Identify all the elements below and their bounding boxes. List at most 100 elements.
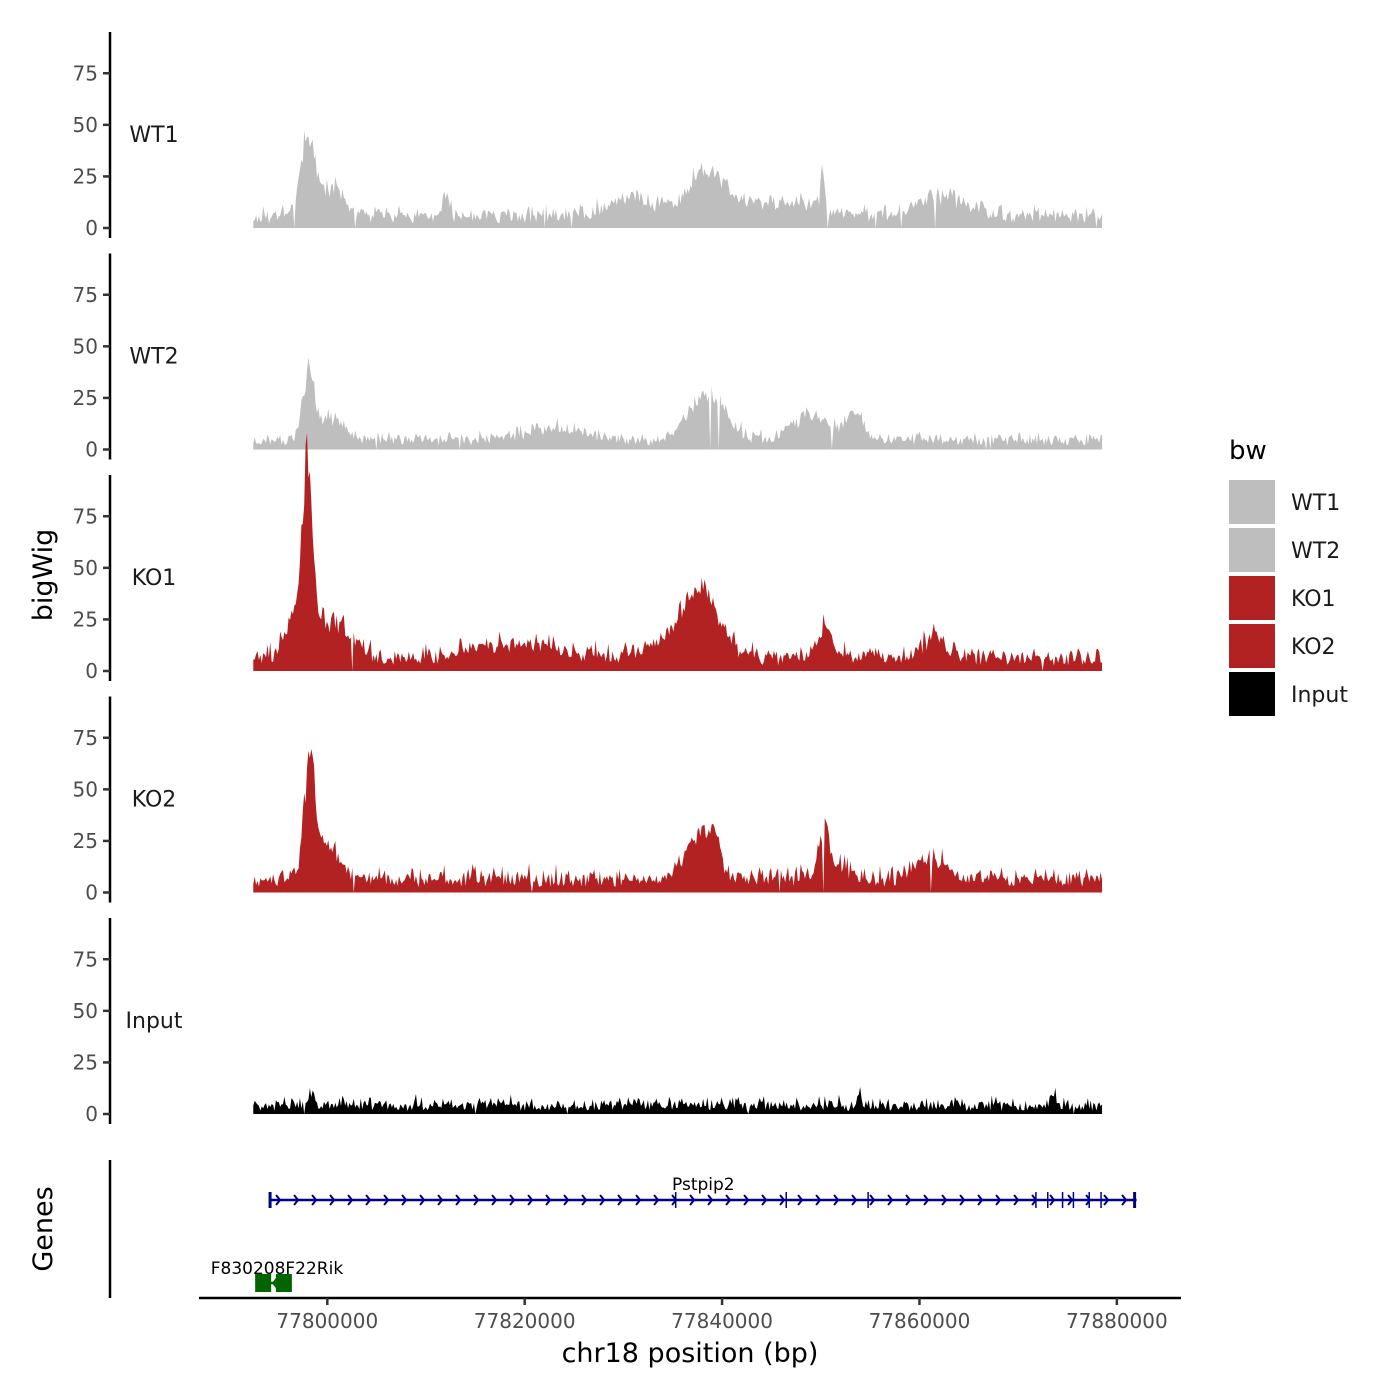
legend: bw WT1 WT2 KO1 KO2 Input [1229,436,1348,716]
strand-arrow [509,1194,516,1206]
legend-swatch [1229,528,1275,572]
strand-arrow [743,1194,750,1206]
strand-arrow [271,1277,278,1289]
legend-label: WT1 [1291,491,1340,516]
y-tick-label: 0 [85,1102,98,1126]
strand-arrow [347,1194,354,1206]
strand-arrow [941,1194,948,1206]
strand-arrow [1067,1194,1074,1206]
strand-arrow [581,1194,588,1206]
track-label: WT2 [129,345,178,370]
gene-f830208f22rik: F830208F22Rik [211,1259,344,1292]
genes-panel: Pstpip2 F830208F22Rik [108,1160,1137,1298]
strand-arrow [365,1194,372,1206]
track-panel-wt2: 0 25 50 75 WT2 [73,253,1103,462]
y-tick-label: 75 [73,726,98,750]
legend-label: KO1 [1291,587,1336,612]
y-tick-label: 25 [73,1050,98,1074]
strand-arrow [1013,1194,1020,1206]
y-tick-label: 50 [73,113,98,137]
exon-block [255,1274,272,1292]
strand-arrow [635,1194,642,1206]
signal-area-ko2 [253,748,1103,893]
legend-item-wt2: WT2 [1229,528,1340,572]
strand-arrow [1103,1194,1110,1206]
genes-axis-title: Genes [28,1186,59,1271]
strand-arrow [1049,1194,1056,1206]
x-tick-label: 77880000 [1066,1309,1168,1333]
track-label: Input [126,1009,183,1034]
y-tick-label: 0 [85,881,98,905]
strand-arrow [599,1194,606,1206]
legend-item-input: Input [1229,672,1348,716]
track-label: KO1 [132,566,177,591]
y-tick-label: 0 [85,216,98,240]
strand-arrow [707,1194,714,1206]
signal-area-wt1 [253,130,1103,228]
strand-arrow [455,1194,462,1206]
strand-arrow [977,1194,984,1206]
strand-arrow [491,1194,498,1206]
bigwig-tracks: 0 25 50 75 WT1 0 25 50 75 WT2 0 25 50 75 KO1 0 25 50 75 KO2… [73,32,1103,1126]
signal-area-ko1 [253,432,1103,671]
strand-arrow [401,1194,408,1206]
legend-items: WT1 WT2 KO1 KO2 Input [1229,480,1348,716]
strand-arrow [689,1194,696,1206]
strand-arrow [815,1194,822,1206]
y-tick-label: 0 [85,438,98,462]
strand-arrow [869,1194,876,1206]
legend-item-wt1: WT1 [1229,480,1340,524]
y-tick-label: 50 [73,334,98,358]
track-label: KO2 [132,788,177,813]
strand-arrow [293,1194,300,1206]
y-tick-label: 75 [73,947,98,971]
y-tick-label: 25 [73,164,98,188]
strand-arrow [761,1194,768,1206]
x-tick-label: 77840000 [671,1309,773,1333]
track-panel-ko2: 0 25 50 75 KO2 [73,696,1103,905]
legend-swatch [1229,624,1275,668]
y-tick-label: 75 [73,283,98,307]
strand-arrow [1085,1194,1092,1206]
strand-arrow [437,1194,444,1206]
strand-arrow [995,1194,1002,1206]
strand-arrow [563,1194,570,1206]
x-tick-label: 77800000 [276,1309,378,1333]
strand-arrow [725,1194,732,1206]
track-panel-wt1: 0 25 50 75 WT1 [73,32,1103,240]
strand-arrow [275,1194,282,1206]
y-tick-label: 75 [73,61,98,85]
legend-item-ko2: KO2 [1229,624,1336,668]
strand-arrow [959,1194,966,1206]
strand-arrow [545,1194,552,1206]
strand-arrow [905,1194,912,1206]
legend-swatch [1229,672,1275,716]
strand-arrow [311,1194,318,1206]
legend-swatch [1229,480,1275,524]
track-panel-ko1: 0 25 50 75 KO1 [73,432,1103,683]
legend-label: KO2 [1291,635,1336,660]
y-tick-label: 0 [85,659,98,683]
legend-label: WT2 [1291,539,1340,564]
legend-swatch [1229,576,1275,620]
legend-title: bw [1229,436,1267,466]
y-tick-label: 25 [73,829,98,853]
gene-label: F830208F22Rik [211,1259,344,1279]
strand-arrow [419,1194,426,1206]
gene-label: Pstpip2 [672,1175,735,1195]
strand-arrow [527,1194,534,1206]
strand-arrow [1121,1194,1128,1206]
y-tick-label: 50 [73,556,98,580]
strand-arrow [797,1194,804,1206]
x-tick-label: 77820000 [474,1309,576,1333]
legend-label: Input [1291,683,1348,708]
y-tick-label: 50 [73,777,98,801]
strand-arrow [887,1194,894,1206]
y-tick-label: 50 [73,999,98,1023]
y-tick-label: 25 [73,607,98,631]
strand-arrow [617,1194,624,1206]
strand-arrow [779,1194,786,1206]
track-panel-input: 0 25 50 75 Input [73,918,1103,1126]
strand-arrow [329,1194,336,1206]
